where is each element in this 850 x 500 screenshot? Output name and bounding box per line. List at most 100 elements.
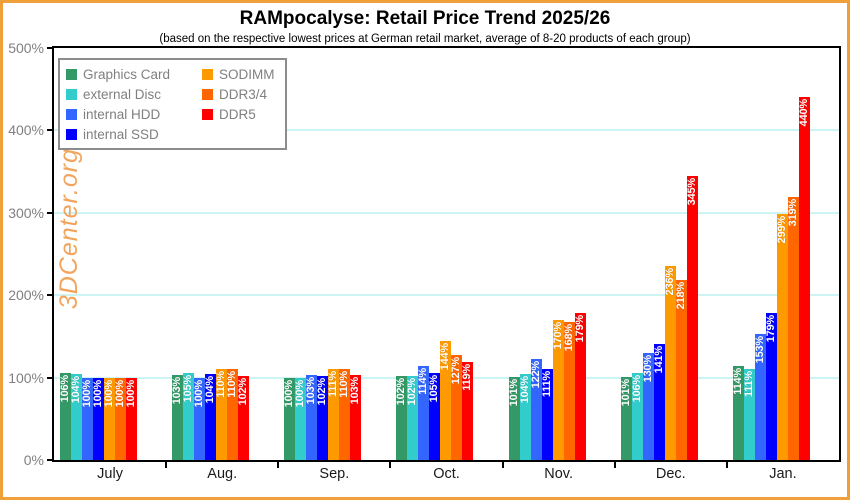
- bar-external-disc-aug: 105%: [182, 373, 195, 460]
- y-tick-mark: [47, 459, 52, 461]
- bar-value-label: 170%: [551, 321, 564, 350]
- bar-sodimm-dec: 236%: [664, 265, 676, 460]
- bar-internal-hdd-oct: 114%: [417, 366, 430, 460]
- legend-item-external-disc: external Disc: [66, 84, 194, 104]
- bar-value-label: 218%: [674, 282, 687, 310]
- bar-ddr3-4-nov: 168%: [562, 321, 575, 460]
- gridline-300: [54, 211, 839, 214]
- x-axis-label-oct: Oct.: [433, 466, 460, 482]
- bar-value-label: 104%: [518, 376, 531, 404]
- x-tick-mark: [613, 462, 616, 468]
- x-axis-label-dec: Dec.: [655, 466, 686, 482]
- y-axis-label-400: 400%: [8, 122, 44, 139]
- legend-swatch-icon: [66, 108, 77, 120]
- bar-internal-ssd-dec: 141%: [652, 343, 665, 460]
- bar-ddr5-oct: 119%: [461, 361, 474, 460]
- x-axis-label-jan: Jan.: [769, 466, 797, 482]
- bar-internal-ssd-nov: 111%: [540, 368, 553, 460]
- bar-internal-hdd-nov: 122%: [529, 359, 542, 460]
- legend-label: DDR3/4: [219, 86, 268, 102]
- bar-ddr3-4-oct: 127%: [450, 355, 463, 460]
- legend-item-ddr5: DDR5: [202, 104, 275, 124]
- y-axis-label-500: 500%: [8, 40, 44, 56]
- bar-group-sep: 100% 100% 103% 102% 111% 110% 103%: [278, 48, 390, 460]
- bar-ddr5-sep: 103%: [349, 375, 362, 460]
- bar-value-label: 141%: [652, 345, 665, 374]
- bar-ddr3-4-aug: 110%: [226, 369, 239, 460]
- bar-internal-ssd-july: 100%: [92, 377, 104, 460]
- bar-value-label: 111%: [540, 370, 553, 397]
- bar-sodimm-aug: 110%: [215, 369, 228, 460]
- bar-group-july: 106% 104% 100% 100% 100% 100% 100%: [54, 48, 166, 460]
- bar-internal-ssd-jan: 179%: [764, 312, 777, 460]
- bar-value-label: 101%: [507, 378, 520, 407]
- legend-column-2: SODIMM DDR3/4 DDR5: [202, 64, 275, 144]
- bar-external-disc-jan: 111%: [742, 368, 755, 460]
- bar-internal-ssd-sep: 102%: [316, 375, 329, 460]
- bar-ddr3-4-jan: 319%: [786, 197, 799, 460]
- bar-group-dec: 101% 106% 130% 141% 236% 218% 345%: [615, 48, 727, 460]
- legend-item-ddr3-4: DDR3/4: [202, 84, 275, 104]
- bar-graphics-card-july: 106%: [59, 372, 71, 460]
- bar-sodimm-july: 100%: [103, 377, 115, 460]
- bar-value-label: 105%: [428, 375, 441, 403]
- x-axis-label-july: July: [97, 466, 123, 482]
- bar-group-nov: 101% 104% 122% 111% 170% 168% 179%: [503, 48, 615, 460]
- legend-label: internal HDD: [83, 106, 161, 122]
- legend-item-internal-ssd: internal SSD: [66, 124, 194, 144]
- legend-item-graphics-card: Graphics Card: [66, 64, 194, 84]
- bar-ddr3-4-dec: 218%: [674, 280, 687, 460]
- bar-graphics-card-aug: 103%: [171, 375, 184, 460]
- bar-value-label: 103%: [349, 377, 362, 405]
- bar-ddr5-dec: 345%: [686, 175, 698, 460]
- bar-ddr3-4-july: 100%: [114, 377, 126, 460]
- legend: Graphics Card external Disc internal HDD in…: [58, 58, 287, 150]
- bar-internal-hdd-july: 100%: [81, 377, 93, 460]
- bar-ddr5-aug: 102%: [237, 375, 250, 460]
- x-tick-mark: [501, 462, 504, 468]
- y-axis-label-300: 300%: [8, 204, 44, 221]
- bar-graphics-card-nov: 101%: [507, 376, 520, 460]
- legend-column-1: Graphics Card external Disc internal HDD in…: [66, 64, 194, 144]
- legend-label: internal SSD: [83, 126, 159, 142]
- legend-swatch-icon: [202, 68, 213, 80]
- legend-swatch-icon: [202, 88, 213, 100]
- bar-value-label: 179%: [573, 314, 586, 342]
- bar-value-label: 122%: [529, 361, 542, 389]
- y-tick-mark: [47, 47, 52, 49]
- watermark-text: 3DCenter.org: [55, 148, 83, 310]
- bar-internal-hdd-aug: 100%: [193, 377, 206, 460]
- legend-swatch-icon: [66, 68, 77, 80]
- y-axis-label-100: 100%: [8, 369, 44, 386]
- bar-value-label: 179%: [764, 314, 777, 342]
- bar-graphics-card-dec: 101%: [620, 376, 632, 460]
- bar-external-disc-july: 104%: [70, 374, 82, 460]
- y-axis-label-200: 200%: [8, 287, 44, 304]
- x-tick-mark: [165, 462, 168, 468]
- gridline-200: [54, 294, 839, 297]
- bar-ddr3-4-sep: 110%: [338, 369, 351, 460]
- bar-external-disc-sep: 100%: [294, 377, 307, 460]
- bar-value-label: 319%: [786, 199, 799, 227]
- legend-label: SODIMM: [219, 66, 275, 82]
- legend-swatch-icon: [202, 108, 213, 120]
- legend-item-sodimm: SODIMM: [202, 64, 275, 84]
- x-axis-label-aug: Aug.: [207, 466, 238, 482]
- y-tick-mark: [47, 211, 52, 214]
- bar-internal-hdd-jan: 153%: [754, 333, 766, 460]
- bar-value-label: 111%: [742, 370, 755, 397]
- bar-graphics-card-sep: 100%: [283, 377, 296, 460]
- legend-item-internal-hdd: internal HDD: [66, 104, 194, 124]
- chart-subtitle: (based on the respective lowest prices a…: [159, 33, 691, 45]
- bar-internal-ssd-oct: 105%: [428, 373, 441, 460]
- bar-group-aug: 103% 105% 100% 104% 110% 110% 102%: [166, 48, 278, 460]
- bar-value-label: 168%: [562, 323, 575, 351]
- bar-sodimm-oct: 144%: [439, 341, 452, 460]
- bar-ddr5-nov: 179%: [573, 312, 586, 460]
- bar-group-jan: 114% 111% 153% 179% 299% 319% 440%: [727, 48, 839, 460]
- bar-graphics-card-jan: 114%: [732, 366, 744, 460]
- bar-graphics-card-oct: 102%: [395, 375, 408, 460]
- y-tick-mark: [47, 129, 52, 132]
- legend-swatch-icon: [66, 88, 77, 100]
